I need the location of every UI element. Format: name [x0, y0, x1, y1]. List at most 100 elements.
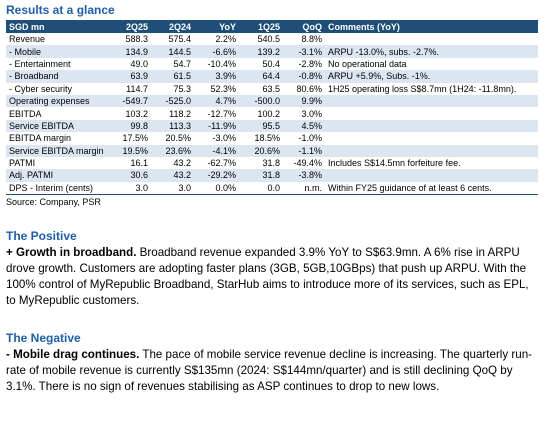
paragraph: + Growth in broadband. Broadband revenue…	[6, 245, 538, 309]
comment	[325, 169, 538, 182]
cell: 3.9%	[194, 70, 239, 83]
cell: 23.6%	[151, 144, 194, 157]
cell: 0.0%	[194, 181, 239, 196]
table-row: Operating expenses -549.7 -525.0 4.7% -500.0…	[6, 94, 538, 108]
cell: -3.1%	[283, 45, 325, 58]
cell: 31.8	[239, 169, 283, 182]
cell: 4.5%	[283, 119, 325, 133]
row-label: Operating expenses	[6, 94, 114, 108]
cell: 43.2	[151, 169, 194, 182]
cell: -525.0	[151, 94, 194, 108]
cell: 18.5%	[254, 133, 280, 144]
comment: Within FY25 guidance of at least 6 cents…	[325, 181, 538, 196]
column-header: 1Q25	[239, 20, 283, 33]
row-label: EBITDA	[9, 108, 42, 119]
cell: 52.3%	[210, 83, 236, 94]
cell: 3.0	[151, 181, 194, 196]
cell: 588.3	[125, 34, 148, 45]
results-table: SGD mn 2Q25 2Q24 YoY 1Q25 QoQ Comments (YoY) R…	[6, 20, 538, 196]
cell: 3.0	[114, 181, 151, 196]
cell: 3.0%	[301, 108, 322, 119]
comment: ARPU -13.0%, subs. -2.7%.	[325, 45, 538, 58]
cell: 99.8	[114, 119, 151, 133]
table-row: DPS - Interim (cents) 3.0 3.0 0.0% 0.0 n.m. Wi…	[6, 181, 538, 196]
cell: -6.6%	[194, 45, 239, 58]
cell: 8.8%	[301, 34, 322, 45]
cell: -49.4%	[293, 158, 322, 169]
cell: -500.0	[239, 94, 283, 108]
cell: 134.9	[114, 45, 151, 58]
column-header: YoY	[194, 20, 239, 33]
table-row: EBITDA margin 17.5% 20.5% -3.0% 18.5% -1.0%	[6, 132, 538, 144]
table-row: EBITDA 103.2 118.2 -12.7% 100.2 3.0%	[6, 107, 538, 119]
cell: 118.2	[169, 108, 191, 119]
cell: 64.4	[239, 70, 283, 83]
cell: 19.5%	[114, 144, 151, 157]
cell: 54.7	[173, 58, 191, 69]
table-row: Revenue 588.3 575.4 2.2% 540.5 8.8%	[6, 33, 538, 45]
cell: 0.0	[239, 181, 283, 196]
cell: -1.0%	[298, 133, 322, 144]
table-row: Adj. PATMI 30.6 43.2 -29.2% 31.8 -3.8%	[6, 169, 538, 182]
cell: 113.3	[151, 119, 194, 133]
cell: 63.5	[262, 83, 280, 94]
cell: 95.5	[239, 119, 283, 133]
column-header: 2Q25	[114, 20, 151, 33]
row-label: EBITDA margin	[9, 133, 72, 144]
cell: 31.8	[262, 158, 280, 169]
row-label: - Cyber security	[9, 83, 73, 94]
comment	[325, 119, 538, 133]
comment: Includes S$14.5mn forfeiture fee.	[328, 158, 461, 169]
comment: ARPU +5.9%, Subs. -1%.	[325, 70, 538, 83]
table-row: Service EBITDA margin 19.5% 23.6% -4.1% 20.6…	[6, 144, 538, 157]
cell: -2.8%	[298, 58, 322, 69]
cell: 2.2%	[215, 34, 236, 45]
row-label: Revenue	[9, 34, 46, 45]
cell: 63.9	[114, 70, 151, 83]
table-row: - Mobile 134.9 144.5 -6.6% 139.2 -3.1% ARPU -1…	[6, 45, 538, 58]
comment	[325, 33, 538, 45]
comment	[325, 144, 538, 157]
cell: 139.2	[239, 45, 283, 58]
cell: 75.3	[173, 83, 191, 94]
comment: No operational data	[328, 58, 407, 69]
table-row: - Broadband 63.9 61.5 3.9% 64.4 -0.8% ARPU +5.…	[6, 70, 538, 83]
cell: 43.2	[173, 158, 191, 169]
comment: 1H25 operating loss S$8.7mn (1H24: -11.8…	[328, 83, 517, 94]
column-header: 2Q24	[151, 20, 194, 33]
table-row: - Entertainment 49.0 54.7 -10.4% 50.4 -2.8% No…	[6, 58, 538, 70]
cell: -3.8%	[283, 169, 325, 182]
cell: n.m.	[283, 181, 325, 196]
cell: 100.2	[257, 108, 280, 119]
cell: 49.0	[130, 58, 148, 69]
row-label: - Broadband	[6, 70, 114, 83]
cell: -10.4%	[207, 58, 236, 69]
paragraph-text: Broadband revenue expanded 3.9% YoY to S…	[6, 246, 529, 308]
cell: 103.2	[125, 108, 148, 119]
cell: 144.5	[151, 45, 194, 58]
cell: 61.5	[151, 70, 194, 83]
column-header: SGD mn	[6, 20, 114, 33]
cell: 16.1	[130, 158, 148, 169]
paragraph: - Mobile drag continues. The pace of mob…	[6, 347, 538, 395]
cell: 20.5%	[165, 133, 191, 144]
table-row: Service EBITDA 99.8 113.3 -11.9% 95.5 4.5%	[6, 119, 538, 133]
cell: -11.9%	[194, 119, 239, 133]
table-row: - Cyber security 114.7 75.3 52.3% 63.5 80.6% 1…	[6, 83, 538, 95]
row-label: Service EBITDA	[6, 119, 114, 133]
section-heading: The Negative	[6, 331, 81, 346]
document: Results at a glance SGD mn 2Q25 2Q24 YoY 1Q2…	[6, 3, 538, 395]
row-label: Adj. PATMI	[6, 169, 114, 182]
cell: 80.6%	[296, 83, 322, 94]
table-row: PATMI 16.1 43.2 -62.7% 31.8 -49.4% Includes S$…	[6, 157, 538, 169]
header-row: SGD mn 2Q25 2Q24 YoY 1Q25 QoQ Comments (YoY)	[6, 20, 538, 33]
cell: -3.0%	[212, 133, 236, 144]
paragraph-lead: + Growth in broadband.	[6, 246, 137, 260]
comment	[325, 94, 538, 108]
cell: -62.7%	[207, 158, 236, 169]
column-header: Comments (YoY)	[325, 20, 538, 33]
cell: 20.6%	[239, 144, 283, 157]
table-title: Results at a glance	[6, 3, 115, 17]
row-label: - Mobile	[6, 45, 114, 58]
